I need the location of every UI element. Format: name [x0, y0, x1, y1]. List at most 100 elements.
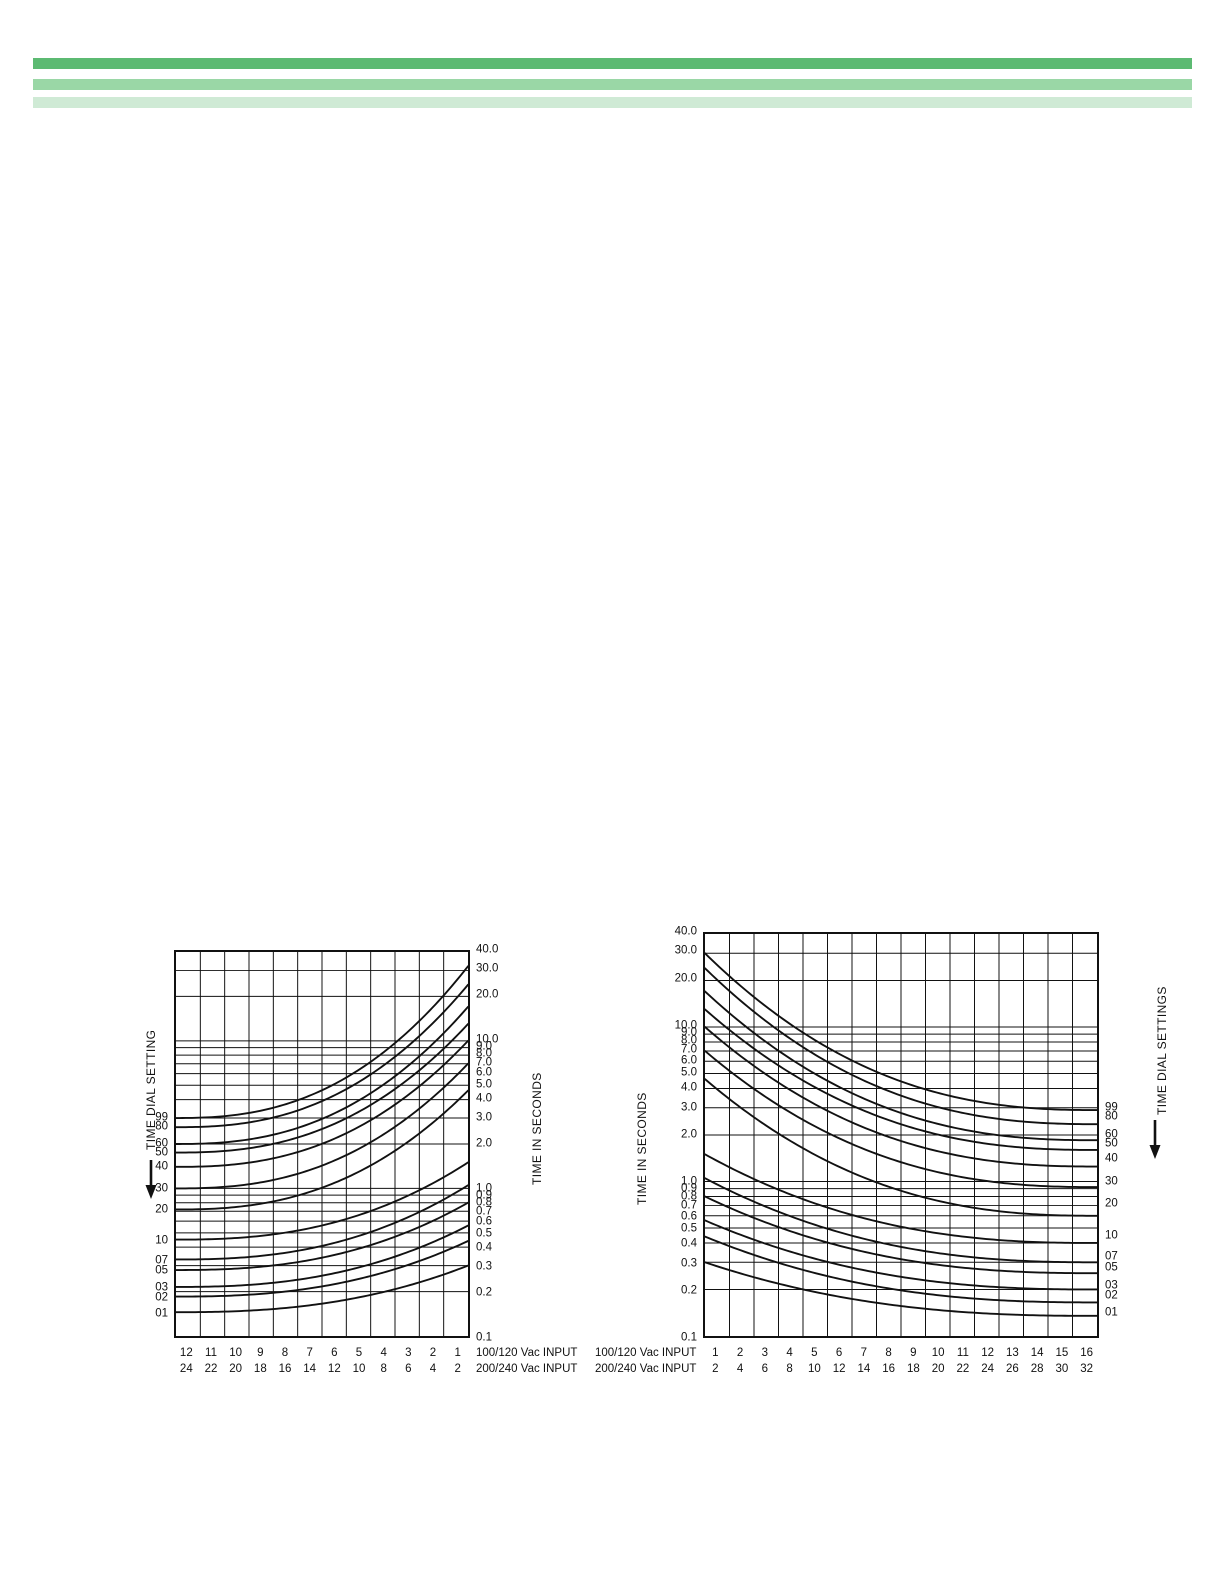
- axis-tick-label: 6.0: [681, 1053, 697, 1066]
- dark-green-rule: [33, 58, 1192, 69]
- right-chart-x-axis-label-100-120: 100/120 Vac INPUT: [595, 1347, 697, 1359]
- axis-tick-label: 3.0: [476, 1110, 492, 1123]
- x-axis-tick-label: 18: [253, 1363, 267, 1375]
- curve-99: [705, 952, 1097, 1112]
- axis-tick-label: 0.4: [681, 1237, 697, 1250]
- x-axis-tick-label: 4: [786, 1347, 793, 1359]
- axis-tick-label: 8.0: [681, 1034, 697, 1047]
- axis-tick-label: 0.3: [681, 1256, 697, 1269]
- curve-40: [705, 1026, 1097, 1168]
- axis-tick-label: 20: [1105, 1197, 1118, 1210]
- x-axis-tick-label: 22: [204, 1363, 218, 1375]
- axis-tick-label: 0.5: [681, 1222, 697, 1235]
- x-axis-tick-label: 12: [832, 1363, 846, 1375]
- axis-tick-label: 6.0: [476, 1066, 492, 1079]
- axis-tick-label: 40: [1105, 1152, 1118, 1165]
- axis-tick-label: 0.3: [476, 1260, 492, 1273]
- curve-20: [705, 1078, 1097, 1217]
- x-axis-tick-label: 5: [811, 1347, 818, 1359]
- axis-tick-label: 10.0: [476, 1033, 499, 1046]
- axis-tick-label: 60: [1105, 1128, 1118, 1141]
- x-axis-tick-label: 10: [352, 1363, 366, 1375]
- x-axis-tick-label: 1: [454, 1347, 461, 1359]
- x-axis-tick-label: 24: [179, 1363, 193, 1375]
- x-axis-tick-label: 14: [303, 1363, 317, 1375]
- axis-tick-label: 2.0: [681, 1128, 697, 1141]
- curve-07: [176, 1184, 468, 1261]
- x-axis-tick-label: 9: [257, 1347, 264, 1359]
- x-axis-tick-label: 30: [1055, 1363, 1069, 1375]
- axis-tick-label: 80: [1105, 1110, 1118, 1123]
- axis-tick-label: 03: [155, 1281, 168, 1294]
- curve-30: [176, 1062, 468, 1190]
- x-axis-tick-label: 4: [429, 1363, 437, 1375]
- x-axis-tick-label: 2: [454, 1363, 461, 1375]
- x-axis-tick-label: 3: [761, 1347, 769, 1359]
- axis-tick-label: 05: [155, 1264, 168, 1277]
- right-chart-time-in-seconds-title: TIME IN SECONDS: [635, 1092, 649, 1205]
- axis-tick-label: 10: [1105, 1229, 1118, 1242]
- light-green-rule: [33, 97, 1192, 108]
- curve-02: [705, 1235, 1097, 1304]
- axis-tick-label: 5.0: [476, 1077, 492, 1090]
- axis-tick-label: 0.5: [476, 1227, 492, 1240]
- axis-tick-label: 4.0: [476, 1092, 492, 1105]
- curve-40: [176, 1039, 468, 1168]
- curve-01: [705, 1261, 1097, 1317]
- curve-10: [176, 1161, 468, 1241]
- axis-tick-label: 3.0: [681, 1100, 697, 1113]
- left-chart-seconds-tick-labels: 40.0 30.0 20.0 10.0 9.0 8.0 7.0 6.0 5.0 4.0 3.0 2.0…: [476, 944, 518, 1343]
- x-axis-tick-label: 8: [380, 1363, 387, 1375]
- x-axis-tick-label: 8: [281, 1347, 289, 1359]
- curve-03: [705, 1219, 1097, 1291]
- axis-tick-label: 99: [155, 1110, 168, 1123]
- axis-tick-label: 99: [1105, 1100, 1118, 1113]
- curve-05: [176, 1201, 468, 1271]
- x-axis-tick-label: 16: [882, 1363, 896, 1375]
- x-axis-tick-label: 4: [380, 1347, 387, 1359]
- down-arrow-icon: [144, 1160, 158, 1200]
- axis-tick-label: 0.8: [681, 1190, 697, 1203]
- axis-tick-label: 01: [155, 1307, 168, 1320]
- left-chart-time-in-seconds-title: TIME IN SECONDS: [530, 1072, 544, 1185]
- x-axis-tick-label: 6: [835, 1347, 843, 1359]
- axis-tick-label: 40.0: [476, 943, 499, 956]
- curve-80: [176, 983, 468, 1129]
- x-axis-tick-label: 14: [857, 1363, 871, 1375]
- axis-tick-label: 50: [1105, 1137, 1118, 1150]
- x-axis-tick-label: 10: [931, 1347, 945, 1359]
- curve-60: [705, 990, 1097, 1142]
- left-timing-curve-chart: TIME DIAL SETTING 99 80 60 50 40 30 20 10 07 05 03…: [120, 905, 590, 1435]
- axis-tick-label: 50: [155, 1145, 168, 1158]
- axis-tick-label: 07: [155, 1253, 168, 1266]
- axis-tick-label: 2.0: [476, 1137, 492, 1150]
- left-chart-x-axis-label-100-120: 100/120 Vac INPUT: [476, 1347, 578, 1359]
- axis-tick-label: 20.0: [476, 988, 499, 1001]
- axis-tick-label: 05: [1105, 1261, 1118, 1274]
- x-axis-tick-label: 12: [981, 1347, 995, 1359]
- axis-tick-label: 5.0: [681, 1066, 697, 1079]
- x-axis-tick-label: 28: [1030, 1363, 1044, 1375]
- curve-30: [705, 1050, 1097, 1189]
- axis-tick-label: 0.7: [681, 1199, 697, 1212]
- axis-tick-label: 02: [1105, 1289, 1118, 1302]
- axis-tick-label: 0.2: [681, 1284, 697, 1297]
- page-header-rules: [0, 0, 1225, 130]
- x-axis-tick-label: 7: [860, 1347, 868, 1359]
- axis-tick-label: 02: [155, 1291, 168, 1304]
- axis-tick-label: 30.0: [674, 944, 697, 957]
- curve-07: [705, 1177, 1097, 1264]
- axis-tick-label: 0.9: [476, 1188, 492, 1201]
- curve-50: [176, 1023, 468, 1154]
- axis-tick-label: 03: [1105, 1279, 1118, 1292]
- axis-tick-label: 9.0: [476, 1039, 492, 1052]
- axis-tick-label: 40.0: [674, 925, 697, 938]
- x-axis-tick-label: 2: [429, 1347, 437, 1359]
- curve-02: [176, 1240, 468, 1298]
- axis-tick-label: 0.2: [476, 1286, 492, 1299]
- x-axis-tick-label: 16: [1080, 1347, 1094, 1359]
- curve-01: [176, 1264, 468, 1314]
- axis-tick-label: 0.9: [681, 1182, 697, 1195]
- x-axis-tick-label: 13: [1005, 1347, 1019, 1359]
- x-axis-tick-label: 24: [981, 1363, 995, 1375]
